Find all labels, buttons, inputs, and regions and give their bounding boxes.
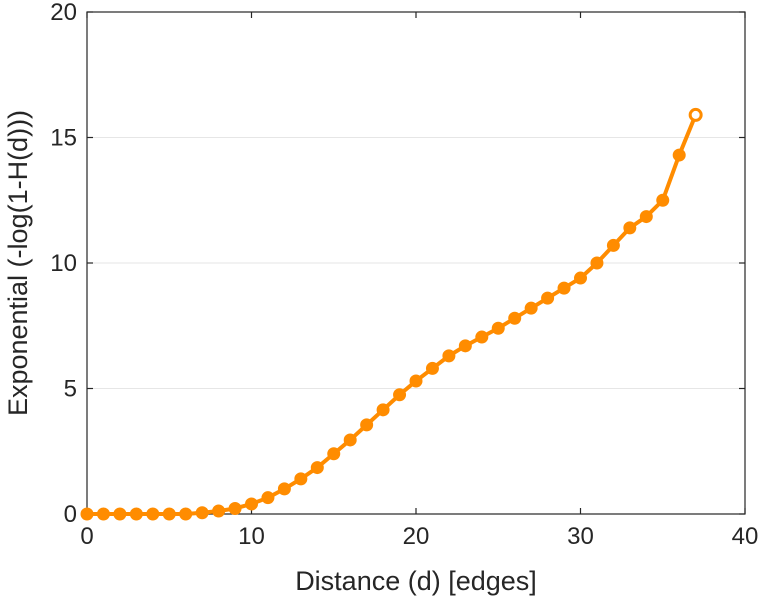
data-point: [261, 491, 275, 505]
data-point: [688, 107, 703, 122]
data-point: [606, 238, 620, 252]
grid-layer: [87, 137, 745, 389]
data-point: [442, 349, 456, 363]
y-tick-label: 5: [64, 376, 77, 403]
x-tick-label: 30: [567, 523, 594, 550]
data-point: [409, 374, 423, 388]
data-point: [639, 210, 653, 224]
y-tick-label: 0: [64, 501, 77, 528]
data-point: [96, 507, 110, 521]
data-point: [80, 507, 94, 521]
data-point: [574, 271, 587, 285]
series-layer: [80, 107, 703, 521]
data-point: [475, 330, 489, 344]
data-point: [245, 497, 258, 511]
series-line: [85, 112, 698, 516]
data-point: [195, 506, 209, 520]
x-tick-label: 20: [403, 523, 430, 550]
y-tick-label: 10: [50, 250, 77, 277]
data-point: [672, 148, 686, 162]
x-tick-label: 0: [80, 523, 93, 550]
data-point: [393, 388, 407, 402]
x-axis-label: Distance (d) [edges]: [295, 566, 537, 596]
y-tick-label: 15: [50, 125, 77, 152]
data-point: [425, 361, 439, 375]
data-point: [623, 221, 637, 235]
y-axis-label: Exponential (-log(1-H(d))): [3, 110, 33, 416]
data-point: [277, 482, 291, 496]
data-point: [294, 472, 308, 486]
x-tick-label: 40: [732, 523, 759, 550]
data-point: [508, 311, 522, 325]
data-point: [656, 193, 670, 207]
data-point: [146, 507, 160, 521]
data-point: [327, 447, 341, 461]
data-point: [524, 301, 538, 315]
data-point: [343, 433, 357, 447]
y-tick-label: 20: [50, 0, 77, 26]
data-point: [310, 461, 324, 475]
data-point: [541, 291, 555, 305]
data-point: [162, 507, 176, 521]
x-tick-label: 10: [238, 523, 265, 550]
data-point: [129, 507, 143, 521]
data-point: [590, 256, 604, 270]
data-point: [179, 507, 193, 521]
data-point: [491, 321, 505, 335]
data-point: [228, 501, 242, 515]
ticks-layer: 0 10 20 30 40 0 5 10 15 20: [50, 0, 758, 550]
data-point: [376, 403, 390, 417]
data-point: [212, 504, 226, 518]
data-point: [360, 418, 374, 432]
data-point: [557, 281, 571, 295]
data-point: [113, 507, 127, 521]
data-point: [458, 339, 472, 353]
